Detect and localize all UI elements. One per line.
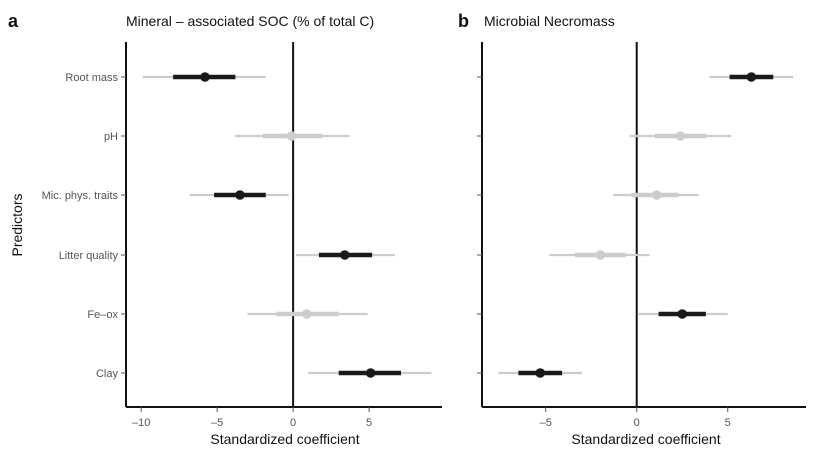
panel-a-y-tick-label: Clay [96, 368, 119, 380]
panel-a-y-tick-label: Litter quality [59, 250, 119, 262]
panel-b: b Microbial Necromass Standardized coeff… [458, 11, 806, 447]
panel-a-x-tick-label: –10 [132, 417, 150, 429]
panel-b-x-tick-label: –5 [540, 417, 552, 429]
panel-a-estimate-point [365, 368, 376, 378]
panel-a-estimate-point [286, 131, 297, 141]
panel-a: a Mineral – associated SOC (% of total C… [8, 11, 442, 447]
panel-b-estimate-point [677, 309, 688, 319]
panel-a-estimate-point [235, 190, 245, 200]
panel-a-y-tick-label: Mic. phys. traits [42, 190, 119, 202]
panel-a-y-tick-label: Root mass [65, 72, 118, 84]
panel-b-estimate-point [595, 250, 606, 260]
panel-a-estimate-point [339, 250, 350, 260]
panel-b-estimate-point [651, 190, 662, 200]
panel-b-estimate-point [535, 368, 546, 378]
panel-b-x-tick-label: 0 [634, 417, 640, 429]
panel-a-x-tick-label: 0 [290, 417, 296, 429]
panel-b-x-tick-label: 5 [725, 417, 731, 429]
panel-b-estimate-point [675, 131, 686, 141]
panel-a-x-tick-label: –5 [211, 417, 223, 429]
panel-a-estimate-point [200, 72, 210, 82]
panel-a-y-tick-label: Fe–ox [87, 309, 118, 321]
panel-a-title: Mineral – associated SOC (% of total C) [126, 13, 374, 29]
panel-b-title: Microbial Necromass [484, 13, 615, 29]
panel-b-letter: b [458, 11, 469, 31]
panel-b-x-axis-title: Standardized coefficient [571, 431, 720, 447]
panel-b-estimate-point [746, 72, 757, 82]
panel-a-estimate-point [301, 309, 312, 319]
panel-a-y-tick-label: pH [104, 131, 118, 143]
panel-a-letter: a [8, 11, 19, 31]
y-axis-title: Predictors [9, 193, 25, 256]
panel-a-x-tick-label: 5 [366, 417, 372, 429]
panel-a-x-axis-title: Standardized coefficient [210, 431, 359, 447]
